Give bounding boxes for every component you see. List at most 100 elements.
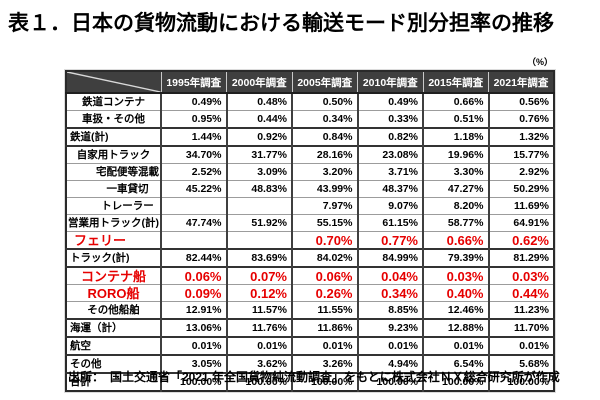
- cell-value: 11.23%: [487, 301, 554, 319]
- cell-value: 0.09%: [160, 284, 227, 302]
- row-label: トレーラー: [66, 197, 161, 215]
- table-row: その他船舶 12.91% 11.57% 11.55% 8.85% 12.46% 11.23%: [66, 301, 554, 319]
- cell-value: 3.62%: [225, 354, 292, 373]
- cell-value: 11.76%: [225, 318, 292, 337]
- cell-value: 0.06%: [291, 266, 358, 285]
- cell-value: 100.00%: [422, 372, 489, 391]
- cell-value: 43.99%: [291, 180, 358, 198]
- table-row: 航空 0.01% 0.01% 0.01% 0.01% 0.01% 0.01%: [66, 336, 554, 355]
- cell-value: 0.34%: [356, 284, 423, 302]
- table-row: 車扱・その他 0.95% 0.44% 0.34% 0.33% 0.51% 0.76%: [66, 110, 554, 128]
- table-row: 自家用トラック 34.70% 31.77% 28.16% 23.08% 19.96% 15.…: [66, 145, 554, 164]
- cell-value: 11.86%: [291, 318, 358, 337]
- column-header: 2010年調査: [357, 71, 423, 94]
- cell-value: 0.82%: [356, 127, 423, 146]
- cell-value: 0.70%: [291, 231, 358, 249]
- cell-value: 34.70%: [160, 145, 227, 164]
- cell-value: 9.07%: [356, 197, 423, 215]
- cell-value: 19.96%: [422, 145, 489, 164]
- row-label: 鉄道コンテナ: [66, 92, 161, 111]
- table-row: 海運（計） 13.06% 11.76% 11.86% 9.23% 12.88% 11.70%: [66, 318, 554, 337]
- row-label: フェリー: [66, 231, 161, 249]
- cell-value: 0.12%: [225, 284, 292, 302]
- cell-value: 0.06%: [160, 266, 227, 285]
- cell-value: 100.00%: [487, 372, 554, 391]
- cell-value: 0.48%: [225, 92, 292, 111]
- cell-value: 0.95%: [160, 110, 227, 128]
- cell-value: 6.54%: [422, 354, 489, 373]
- data-table: 1995年調査 2000年調査 2005年調査 2010年調査 2015年調査 2021年…: [64, 69, 556, 393]
- cell-value: 8.20%: [422, 197, 489, 215]
- table-row: トレーラー 7.97% 9.07% 8.20% 11.69%: [66, 197, 554, 215]
- cell-value: 81.29%: [487, 248, 554, 267]
- row-label: 宅配便等混載: [66, 163, 161, 181]
- table-row: 宅配便等混載 2.52% 3.09% 3.20% 3.71% 3.30% 2.92%: [66, 163, 554, 181]
- row-label: その他船舶: [66, 301, 161, 319]
- cell-value: 15.77%: [487, 145, 554, 164]
- row-label: 鉄道(計): [66, 127, 161, 146]
- cell-value: 9.23%: [356, 318, 423, 337]
- column-header: 1995年調査: [160, 71, 227, 94]
- cell-value: 0.66%: [422, 231, 489, 249]
- cell-value: 0.33%: [356, 110, 423, 128]
- cell-value: 23.08%: [356, 145, 423, 164]
- cell-value: [225, 197, 292, 215]
- cell-value: 0.62%: [487, 231, 554, 249]
- cell-value: 28.16%: [291, 145, 358, 164]
- cell-value: 7.97%: [291, 197, 358, 215]
- cell-value: 8.85%: [356, 301, 423, 319]
- cell-value: 48.83%: [225, 180, 292, 198]
- cell-value: 100.00%: [225, 372, 292, 391]
- table-row: コンテナ船 0.06% 0.07% 0.06% 0.04% 0.03% 0.03%: [66, 266, 554, 285]
- cell-value: 4.94%: [356, 354, 423, 373]
- cell-value: 79.39%: [422, 248, 489, 267]
- cell-value: 0.04%: [356, 266, 423, 285]
- cell-value: 0.34%: [291, 110, 358, 128]
- cell-value: 100.00%: [160, 372, 227, 391]
- cell-value: 1.44%: [160, 127, 227, 146]
- cell-value: 55.15%: [291, 214, 358, 232]
- table-row: RORO船 0.09% 0.12% 0.26% 0.34% 0.40% 0.44%: [66, 284, 554, 302]
- cell-value: 64.91%: [487, 214, 554, 232]
- cell-value: 0.92%: [225, 127, 292, 146]
- cell-value: 100.00%: [291, 372, 358, 391]
- row-label: 航空: [66, 336, 161, 355]
- cell-value: 0.44%: [487, 284, 554, 302]
- cell-value: 12.46%: [422, 301, 489, 319]
- table-row: トラック(計) 82.44% 83.69% 84.02% 84.99% 79.39% 81.…: [66, 248, 554, 267]
- cell-value: 0.44%: [225, 110, 292, 128]
- cell-value: 2.92%: [487, 163, 554, 181]
- row-label: その他: [66, 354, 161, 373]
- cell-value: 3.20%: [291, 163, 358, 181]
- cell-value: 12.88%: [422, 318, 489, 337]
- cell-value: 0.01%: [487, 336, 554, 355]
- cell-value: 1.18%: [422, 127, 489, 146]
- row-label: 合計: [66, 372, 161, 391]
- cell-value: 0.49%: [160, 92, 227, 111]
- table-row: 営業用トラック(計) 47.74% 51.92% 55.15% 61.15% 58.77%…: [66, 214, 554, 232]
- cell-value: 11.70%: [487, 318, 554, 337]
- cell-value: 83.69%: [225, 248, 292, 267]
- cell-value: 0.40%: [422, 284, 489, 302]
- row-label: 営業用トラック(計): [66, 214, 161, 232]
- modal-share-table: 1995年調査 2000年調査 2005年調査 2010年調査 2015年調査 2021年…: [64, 69, 556, 393]
- source-note: 出所： 国土交通省「2021 年全国貨物純流動調査」をもとに株式会社ＮＸ総合研究…: [68, 370, 560, 384]
- cell-value: 82.44%: [160, 248, 227, 267]
- cell-value: 11.55%: [291, 301, 358, 319]
- cell-value: 31.77%: [225, 145, 292, 164]
- cell-value: 0.56%: [487, 92, 554, 111]
- column-header: 2021年調査: [488, 71, 554, 94]
- cell-value: 0.03%: [487, 266, 554, 285]
- cell-value: 45.22%: [160, 180, 227, 198]
- cell-value: 48.37%: [356, 180, 423, 198]
- cell-value: 0.01%: [225, 336, 292, 355]
- row-label: 車扱・その他: [66, 110, 161, 128]
- cell-value: [225, 231, 292, 249]
- unit-label: （%）: [526, 57, 553, 67]
- table-row: 一車貸切 45.22% 48.83% 43.99% 48.37% 47.27% 50.29%: [66, 180, 554, 198]
- row-label: コンテナ船: [66, 266, 161, 285]
- cell-value: 0.77%: [356, 231, 423, 249]
- corner-cell: [66, 71, 161, 94]
- cell-value: 84.02%: [291, 248, 358, 267]
- cell-value: 3.71%: [356, 163, 423, 181]
